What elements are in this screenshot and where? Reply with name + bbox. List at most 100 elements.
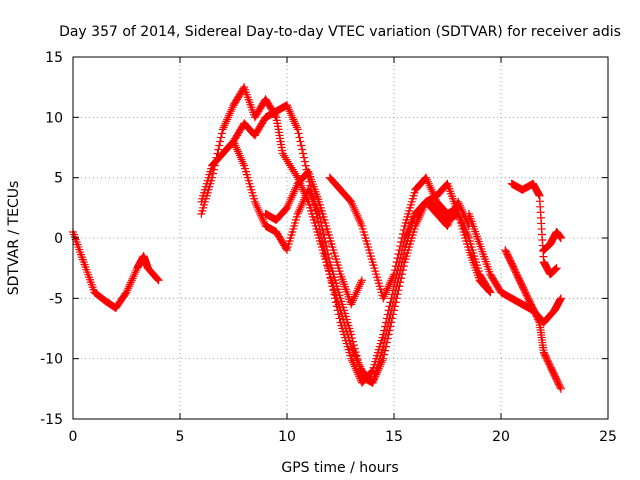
- data-point: [299, 197, 308, 206]
- data-point: [315, 225, 324, 234]
- data-point: [324, 266, 333, 275]
- data-point: [122, 288, 131, 297]
- data-point: [382, 286, 391, 295]
- data-point: [291, 169, 300, 178]
- data-point: [329, 286, 338, 295]
- data-point: [236, 153, 245, 162]
- data-point: [292, 171, 301, 180]
- data-point: [288, 113, 297, 122]
- data-point: [390, 270, 398, 279]
- data-point: [426, 183, 435, 192]
- data-point: [383, 310, 392, 319]
- data-point: [353, 211, 362, 220]
- y-axis-label: SDTVAR / TECUs: [6, 181, 22, 296]
- data-point: [556, 234, 565, 242]
- data-point: [278, 149, 287, 158]
- data-point: [300, 193, 309, 202]
- data-point: [424, 179, 433, 188]
- data-point: [286, 109, 295, 118]
- data-point: [214, 145, 223, 154]
- data-point: [398, 229, 407, 238]
- data-point: [379, 294, 388, 303]
- data-point: [348, 356, 357, 365]
- data-point: [349, 294, 358, 303]
- data-point: [231, 141, 240, 150]
- data-point: [296, 203, 305, 212]
- data-point: [152, 274, 161, 283]
- data-point: [251, 199, 260, 208]
- data-point: [216, 137, 225, 146]
- data-point: [129, 272, 138, 281]
- data-point: [446, 215, 455, 224]
- data-point: [258, 215, 267, 224]
- data-point: [294, 129, 303, 138]
- data-point: [290, 117, 299, 126]
- y-tick-labels: -15 -10 -5 0 5 10 15: [40, 50, 63, 428]
- series-arc-9: [501, 246, 565, 393]
- data-point: [326, 274, 335, 283]
- series-arc-8: [507, 179, 561, 279]
- data-point: [287, 111, 296, 120]
- data-point: [556, 294, 565, 303]
- data-point: [215, 141, 224, 150]
- data-point: [297, 201, 306, 210]
- data-point: [235, 151, 244, 160]
- data-point: [367, 367, 376, 376]
- data-point: [294, 207, 303, 216]
- y-tick-label: -10: [40, 352, 63, 368]
- data-point: [223, 115, 232, 124]
- data-point: [386, 298, 395, 307]
- data-point: [258, 213, 267, 222]
- data-point: [217, 133, 226, 142]
- y-tick-label: 10: [45, 110, 63, 126]
- data-point: [293, 209, 302, 218]
- data-point: [283, 157, 292, 166]
- data-point: [290, 187, 299, 196]
- data-point: [303, 168, 312, 177]
- data-point: [130, 270, 139, 279]
- data-point: [220, 121, 229, 130]
- series-arc-4: [229, 101, 495, 387]
- data-point: [319, 242, 328, 251]
- data-point: [389, 272, 398, 281]
- data-point: [279, 151, 288, 160]
- x-tick-label: 5: [176, 429, 185, 445]
- data-point: [443, 221, 452, 230]
- data-point: [286, 161, 295, 170]
- data-point: [320, 246, 329, 255]
- data-point: [382, 314, 391, 323]
- data-point: [218, 125, 227, 134]
- data-point: [396, 242, 405, 251]
- data-point: [238, 157, 247, 166]
- data-point: [295, 205, 304, 214]
- data-point: [351, 207, 360, 216]
- data-point: [534, 316, 543, 325]
- data-point: [285, 107, 294, 116]
- data-point: [388, 274, 397, 283]
- data-point: [254, 205, 263, 214]
- data-point: [347, 197, 356, 206]
- data-point: [285, 197, 294, 206]
- data-point: [289, 189, 298, 198]
- data-point: [407, 217, 416, 226]
- data-point: [259, 217, 268, 226]
- data-point: [356, 217, 365, 226]
- data-point: [331, 294, 340, 303]
- data-point: [299, 195, 308, 204]
- data-point: [381, 288, 390, 297]
- data-point: [321, 250, 330, 259]
- data-point: [225, 111, 234, 120]
- data-point: [387, 294, 396, 303]
- data-point: [318, 238, 327, 247]
- data-point: [324, 262, 333, 271]
- data-point: [422, 173, 431, 182]
- data-point: [406, 219, 415, 228]
- data-point: [350, 362, 359, 371]
- data-point: [431, 193, 440, 202]
- data-point: [384, 282, 393, 291]
- y-tick-label: -15: [40, 412, 63, 428]
- data-point: [287, 193, 296, 202]
- data-point: [423, 177, 432, 186]
- data-point: [154, 276, 163, 285]
- data-point: [252, 201, 261, 210]
